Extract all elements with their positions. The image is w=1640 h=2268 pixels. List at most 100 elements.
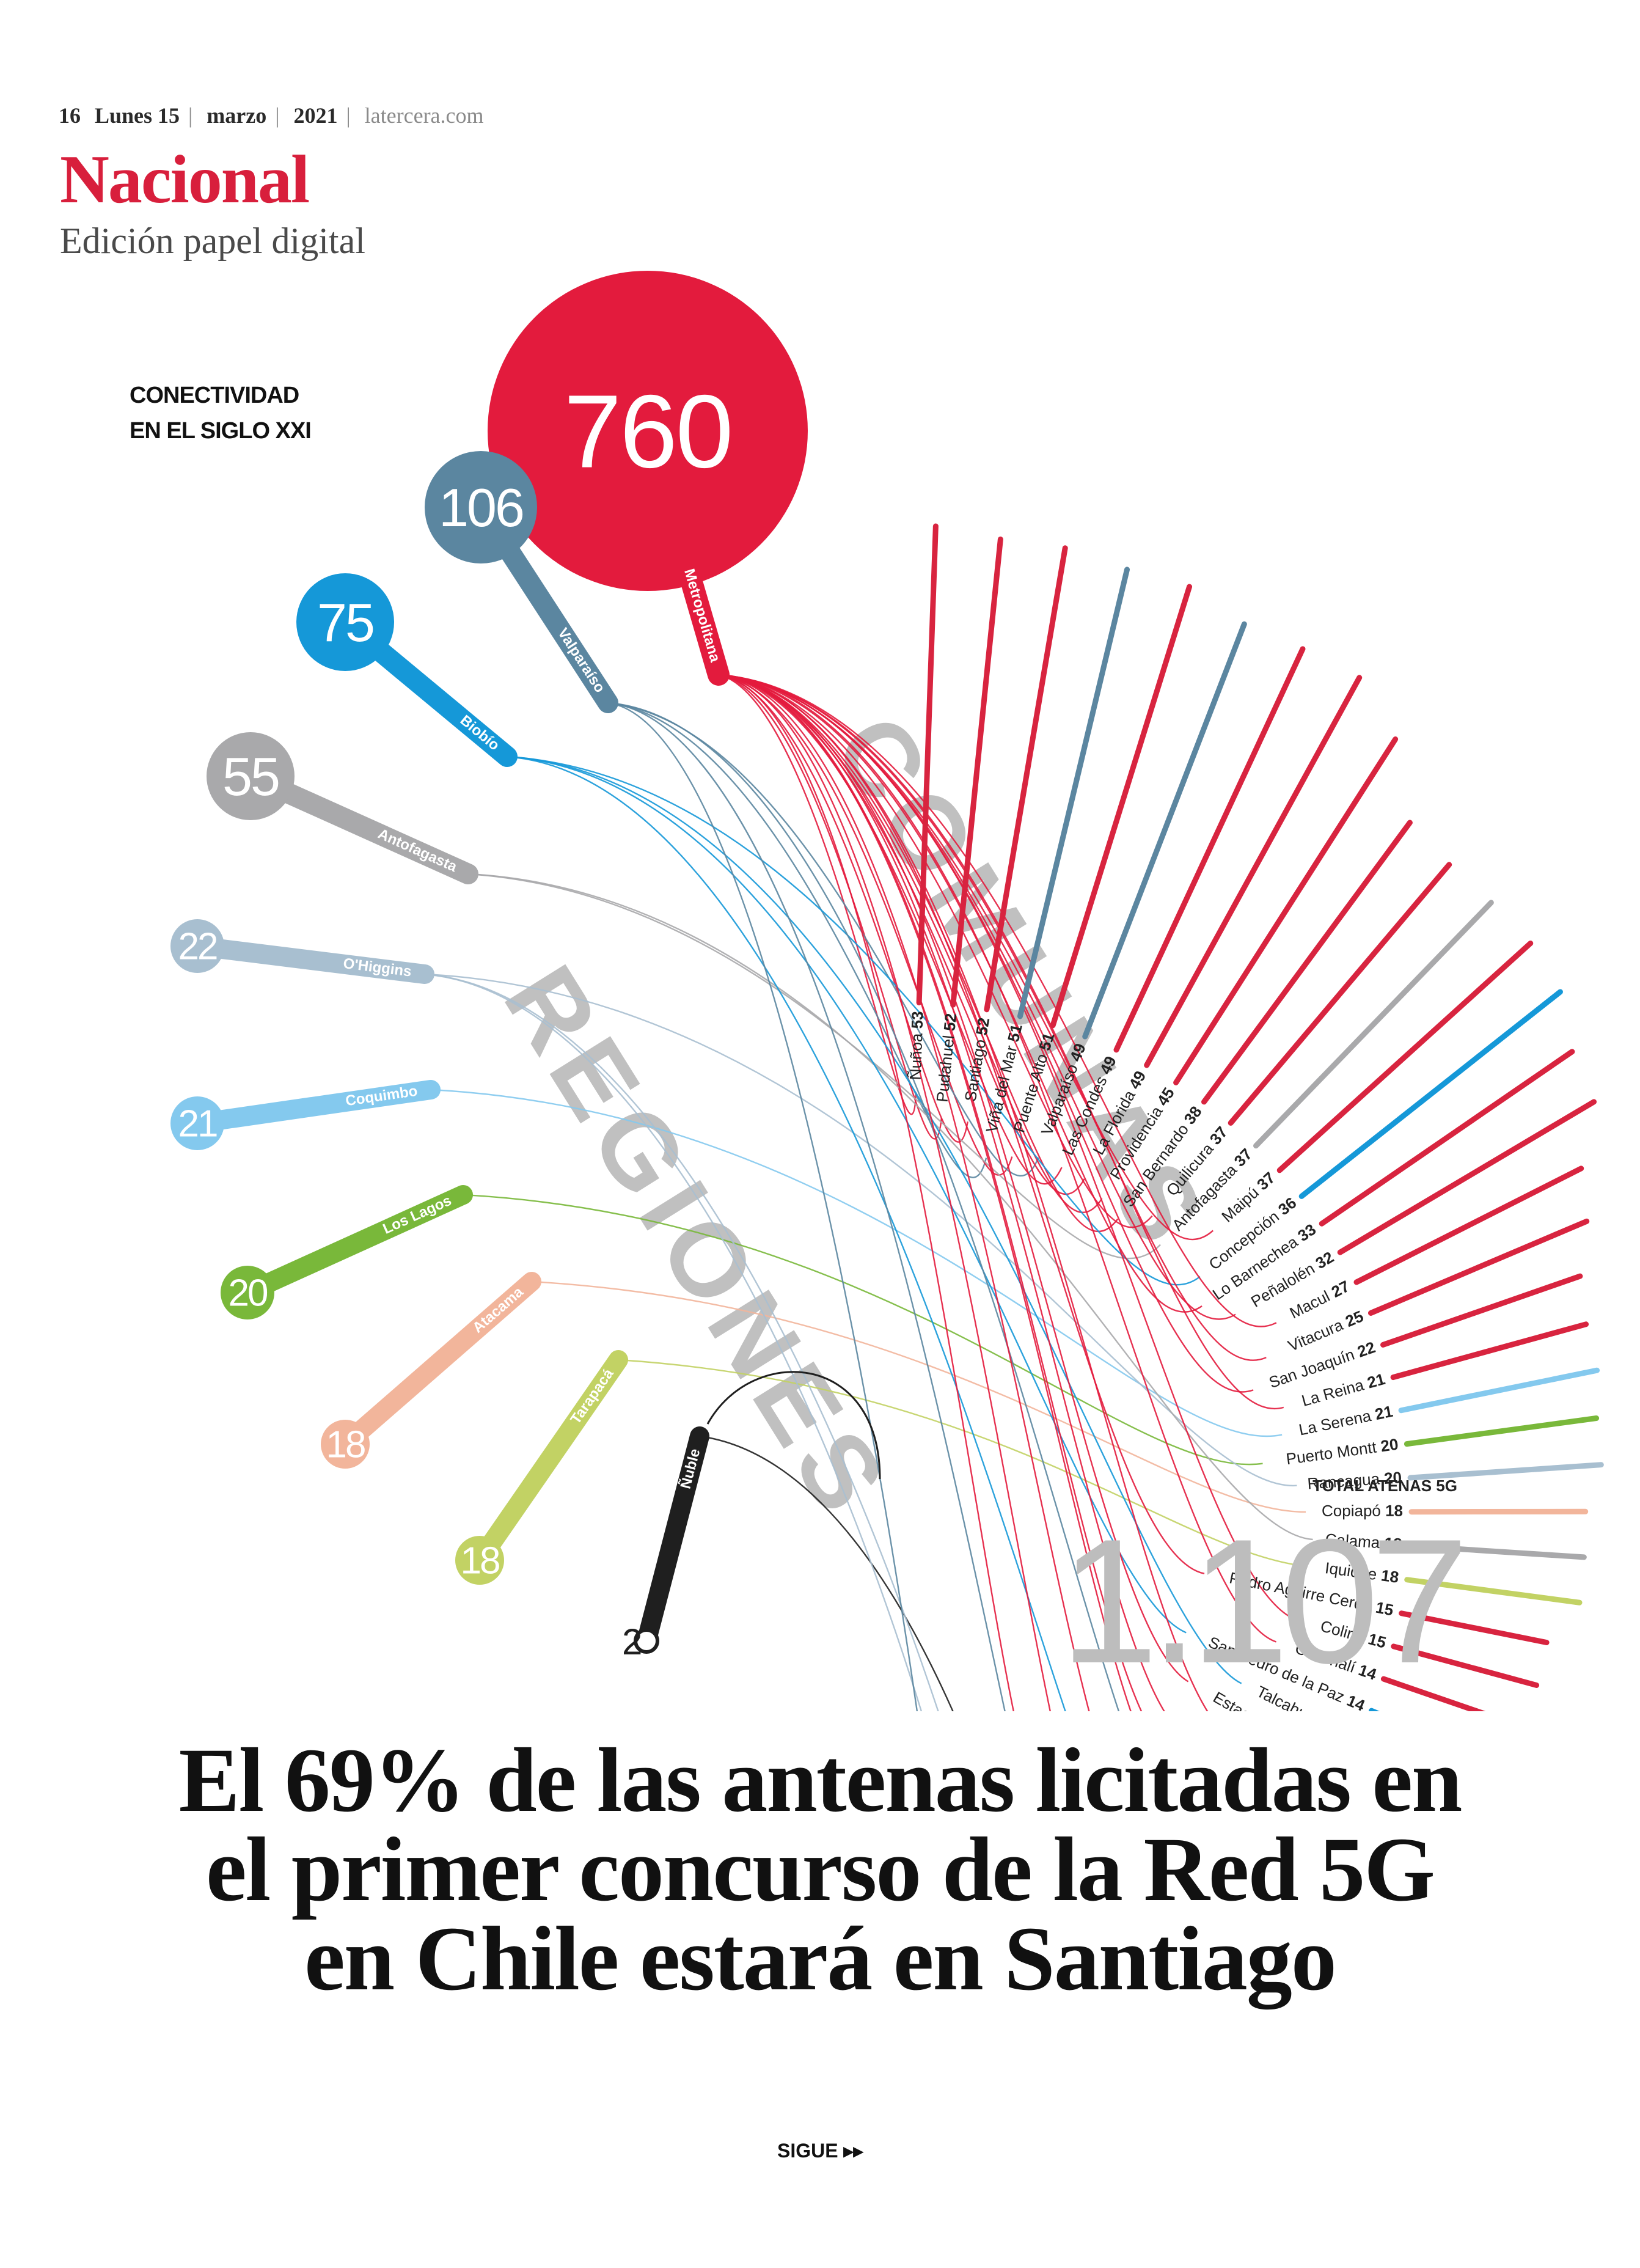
date: Lunes 15 bbox=[95, 103, 180, 128]
commune-value: 18 bbox=[1384, 1533, 1403, 1553]
commune-bar-lo-barnechea bbox=[1319, 1049, 1575, 1227]
commune-bar-conchali bbox=[1380, 1676, 1486, 1711]
region-antofagasta: 55 Antofagasta bbox=[207, 732, 478, 884]
region-value-tarapaca: 18 bbox=[461, 1540, 499, 1582]
commune-label-calama: Calama 18 bbox=[1325, 1530, 1402, 1553]
link-metropolitana-estacion-central bbox=[718, 673, 1189, 1683]
commune-nunoa: Ñuñoa 53 bbox=[906, 523, 939, 1081]
region-value-atacama: 18 bbox=[326, 1424, 365, 1466]
link-biobio-talcahuano bbox=[507, 755, 1242, 1684]
commune-name: Ñuñoa bbox=[906, 1029, 926, 1081]
commune-bar-macul bbox=[1353, 1165, 1584, 1285]
link-atacama-copiapo bbox=[531, 1280, 1306, 1513]
region-stick-nuble bbox=[638, 1426, 709, 1645]
link-valparaiso-hijuelas bbox=[607, 702, 918, 1711]
commune-name: Pudahuel bbox=[932, 1030, 958, 1103]
commune-bar-quilicura bbox=[1228, 862, 1452, 1126]
link-biobio-san-pedro-de-la-paz bbox=[507, 755, 1187, 1634]
commune-bar-concepcion bbox=[1298, 989, 1563, 1199]
commune-bar-san-bernardo bbox=[1201, 820, 1413, 1105]
link-metropolitana-las-condes bbox=[718, 673, 1063, 1185]
commune-value: 18 bbox=[1380, 1566, 1400, 1587]
region-bubble-o-higgins bbox=[170, 919, 224, 973]
region-name-valparaiso: Valparaíso bbox=[554, 625, 608, 695]
links-group bbox=[424, 673, 1313, 1711]
site-link[interactable]: latercera.com bbox=[364, 103, 484, 128]
region-bubble-metropolitana bbox=[488, 271, 808, 591]
link-biobio-concepcion bbox=[507, 755, 1201, 1286]
commune-bar-penalolen bbox=[1337, 1099, 1597, 1255]
commune-bar-la-florida bbox=[1144, 675, 1363, 1068]
commune-name: Puerto Montt bbox=[1285, 1437, 1382, 1468]
commune-value: 21 bbox=[1374, 1402, 1394, 1423]
commune-bar-vitacura bbox=[1367, 1218, 1590, 1316]
link-metropolitana-la-reina bbox=[718, 673, 1284, 1410]
region-value-metropolitana: 760 bbox=[564, 374, 732, 490]
link-antofagasta-antofagasta bbox=[467, 873, 1161, 1260]
link-tarapaca-iquique bbox=[618, 1359, 1303, 1567]
commune-bar-san-joaquin bbox=[1380, 1273, 1583, 1348]
headline-line-3: en Chile estará en Santiago bbox=[304, 1908, 1337, 2009]
region-value-los-lagos: 20 bbox=[229, 1272, 268, 1315]
region-bubble-los-lagos bbox=[221, 1266, 274, 1319]
commune-bar-pedro-aguirre-cerda bbox=[1399, 1610, 1550, 1646]
region-bubble-valparaiso bbox=[425, 451, 537, 563]
commune-penalolen: Peñalolén 32 bbox=[1248, 1099, 1597, 1311]
section-title: Nacional bbox=[60, 142, 310, 218]
commune-value: 52 bbox=[940, 1012, 960, 1032]
region-name-los-lagos: Los Lagos bbox=[381, 1192, 454, 1238]
edition-label: Edición papel digital bbox=[60, 221, 365, 261]
nuble-arc bbox=[706, 1371, 881, 1480]
region-bubble-nuble bbox=[634, 1628, 659, 1654]
link-metropolitana-huechuraba bbox=[718, 673, 1090, 1711]
headline-line-1: El 69% de las antenas licitadas en bbox=[178, 1730, 1463, 1831]
link-metropolitana-san-bernardo bbox=[718, 673, 1119, 1233]
region-los-lagos: 20 Los Lagos bbox=[221, 1185, 473, 1319]
region-stick-o-higgins bbox=[203, 938, 434, 984]
region-tarapaca: 18 Tarapacá bbox=[455, 1350, 628, 1585]
commune-valparaiso: Valparaíso 49 bbox=[1038, 621, 1247, 1138]
region-stick-valparaiso bbox=[489, 525, 618, 713]
link-metropolitana-cerrillos bbox=[718, 673, 1052, 1711]
year: 2021 bbox=[293, 103, 338, 128]
region-o-higgins: 22 O'Higgins bbox=[170, 919, 434, 984]
commune-bar-santiago bbox=[984, 545, 1068, 1013]
commune-name: Calama bbox=[1325, 1530, 1385, 1552]
link-valparaiso-concon bbox=[607, 702, 1120, 1711]
region-atacama: 18 Atacama bbox=[321, 1272, 541, 1469]
headline-line-2: el primer concurso de la Red 5G bbox=[206, 1819, 1435, 1920]
link-metropolitana-pudahuel bbox=[718, 673, 943, 1140]
commune-value: 18 bbox=[1385, 1502, 1403, 1520]
link-metropolitana-san-miguel bbox=[718, 673, 1132, 1711]
commune-bar-puente-alto bbox=[1050, 584, 1193, 1029]
commune-bar-la-reina bbox=[1390, 1321, 1589, 1381]
commune-value: 52 bbox=[972, 1016, 993, 1037]
region-bubble-tarapaca bbox=[455, 1536, 504, 1585]
total-value: 1.107 bbox=[1060, 1502, 1462, 1700]
region-bubble-coquimbo bbox=[170, 1096, 224, 1150]
kicker-line-1: CONECTIVIDAD bbox=[130, 383, 299, 408]
region-bubble-atacama bbox=[321, 1420, 370, 1469]
commune-label-copiapo: Copiapó 18 bbox=[1322, 1502, 1403, 1520]
sigue-link[interactable]: SIGUE ▸▸ bbox=[777, 2140, 863, 2162]
region-name-antofagasta: Antofagasta bbox=[375, 826, 459, 876]
link-biobio-hualpen bbox=[507, 755, 1066, 1711]
region-value-nuble: 2 bbox=[622, 1621, 642, 1662]
total-label: TOTAL ATENAS 5G bbox=[1312, 1477, 1457, 1495]
commune-copiapo: Copiapó 18 bbox=[1322, 1502, 1589, 1520]
link-o-higgins-rengo bbox=[424, 973, 939, 1711]
link-o-higgins-san-fernando bbox=[424, 973, 923, 1711]
commune-name: La Serena bbox=[1297, 1406, 1377, 1439]
folio: 16 Lunes 15 | marzo | 2021 | latercera.com bbox=[59, 103, 484, 128]
commune-providencia: Providencia 45 bbox=[1106, 736, 1399, 1183]
commune-name: Macul bbox=[1287, 1285, 1337, 1322]
commune-bar-colina bbox=[1391, 1643, 1540, 1688]
month: marzo bbox=[207, 103, 267, 128]
link-metropolitana-santiago bbox=[718, 673, 968, 1143]
commune-value: 20 bbox=[1383, 1468, 1402, 1488]
commune-label-puerto-montt: Puerto Montt 20 bbox=[1285, 1435, 1399, 1469]
headline: El 69% de las antenas licitadas en el pr… bbox=[92, 1730, 1548, 2009]
commune-name: Copiapó bbox=[1322, 1502, 1385, 1520]
